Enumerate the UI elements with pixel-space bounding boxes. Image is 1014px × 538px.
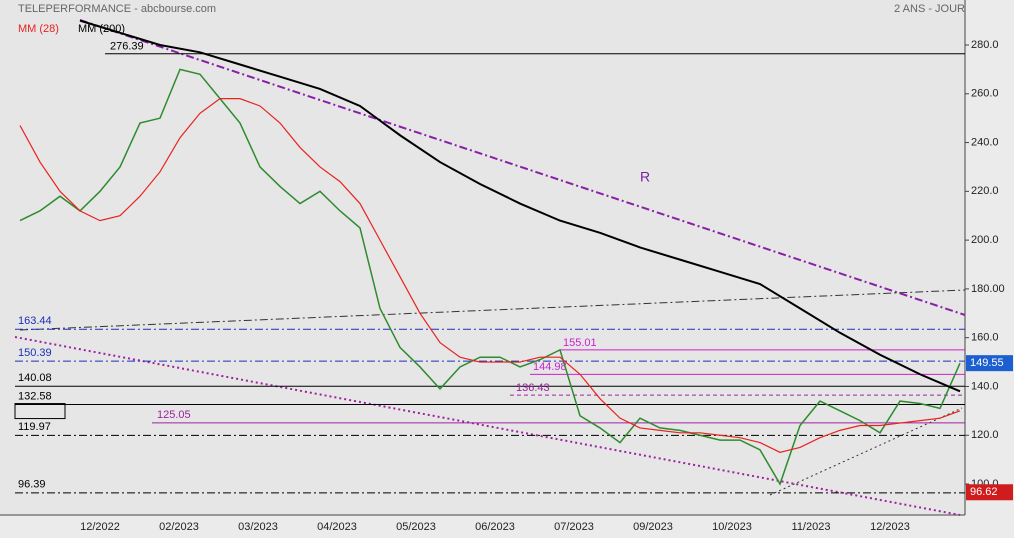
legend-entry: MM (200) xyxy=(78,23,125,35)
y-tick-label: 160.0 xyxy=(971,332,999,344)
price-tag xyxy=(966,355,1013,372)
trendline xyxy=(79,19,966,316)
label-box xyxy=(14,403,66,420)
y-tick-label: 120.0 xyxy=(971,429,999,441)
x-tick-label: 07/2023 xyxy=(554,521,594,533)
y-tick-label: 260.0 xyxy=(971,88,999,100)
plot-area xyxy=(0,0,965,515)
x-tick-label: 09/2023 xyxy=(633,521,673,533)
legend-entry: MM (28) xyxy=(18,23,59,35)
annotation: R xyxy=(640,169,650,185)
x-tick-label: 02/2023 xyxy=(159,521,199,533)
x-tick-label: 12/2022 xyxy=(80,521,120,533)
legend: MM (28) MM (200) xyxy=(18,23,125,35)
y-tick-label: 140.0 xyxy=(971,380,999,392)
chart-subtitle: 2 ANS - JOUR xyxy=(894,3,965,15)
x-tick-label: 06/2023 xyxy=(475,521,515,533)
level-label: 96.39 xyxy=(18,479,46,491)
level-label: 155.01 xyxy=(563,337,597,349)
x-tick-label: 10/2023 xyxy=(712,521,752,533)
x-tick-label: 05/2023 xyxy=(396,521,436,533)
level-label: 125.05 xyxy=(157,409,191,421)
x-tick-label: 11/2023 xyxy=(792,521,831,533)
y-tick-label: 280.0 xyxy=(971,39,999,51)
price-tag-label: 96.62 xyxy=(970,486,998,498)
trendline xyxy=(14,336,961,516)
y-tick-label: 180.00 xyxy=(971,283,1005,295)
level-label: 144.98 xyxy=(533,361,567,373)
level-label: 132.58 xyxy=(18,390,52,402)
price-tag-label: 149.55 xyxy=(970,357,1004,369)
x-tick-label: 04/2023 xyxy=(317,521,357,533)
level-label: 163.44 xyxy=(18,315,52,327)
series-line xyxy=(79,19,961,393)
level-label: 150.39 xyxy=(18,347,52,359)
x-tick-label: 03/2023 xyxy=(238,521,278,533)
level-label: 140.08 xyxy=(18,372,52,384)
series-line xyxy=(19,98,961,453)
price-tag xyxy=(966,484,1013,501)
level-label: 136.43 xyxy=(516,382,550,394)
level-label: 276.39 xyxy=(110,41,144,53)
y-tick-label: 220.0 xyxy=(971,185,999,197)
y-tick-label: 200.0 xyxy=(971,234,999,246)
trendline xyxy=(19,289,966,331)
x-tick-label: 12/2023 xyxy=(870,521,910,533)
level-label: 119.97 xyxy=(18,421,51,433)
y-tick-label: 240.0 xyxy=(971,136,999,148)
series-line xyxy=(19,68,961,486)
chart-title: TELEPERFORMANCE - abcbourse.com xyxy=(18,3,216,15)
